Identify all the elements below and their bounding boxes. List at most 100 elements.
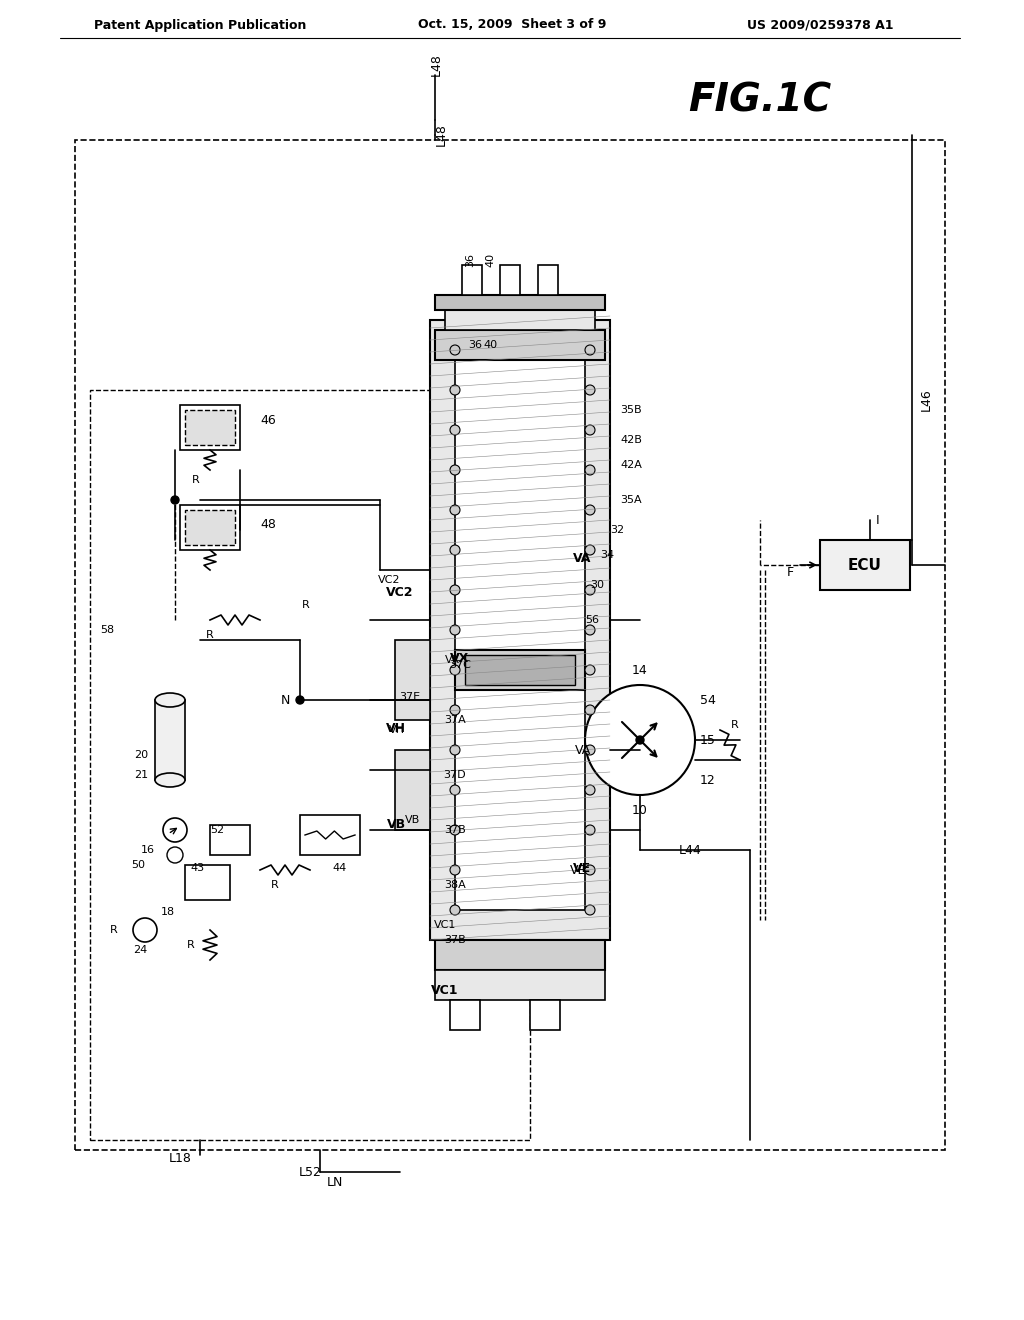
Circle shape <box>450 506 460 515</box>
Text: VC1: VC1 <box>431 983 459 997</box>
Text: 37B: 37B <box>444 825 466 836</box>
Bar <box>155 700 185 780</box>
Circle shape <box>585 385 595 395</box>
Circle shape <box>585 744 595 755</box>
Circle shape <box>585 865 595 875</box>
Text: VC2: VC2 <box>378 576 400 585</box>
Bar <box>180 405 240 450</box>
Text: 56: 56 <box>585 615 599 624</box>
Bar <box>465 655 575 685</box>
Circle shape <box>585 825 595 836</box>
Bar <box>185 510 234 545</box>
Text: ECU: ECU <box>848 557 882 573</box>
Text: 37A: 37A <box>444 715 466 725</box>
Text: VX: VX <box>445 655 460 665</box>
Text: 43: 43 <box>190 863 205 873</box>
Text: R: R <box>206 630 214 640</box>
Text: 40: 40 <box>483 341 497 350</box>
Bar <box>820 540 910 590</box>
Text: VC2: VC2 <box>385 586 413 598</box>
Text: I: I <box>877 513 880 527</box>
Text: L48: L48 <box>430 54 443 77</box>
Text: 54: 54 <box>700 693 716 706</box>
Circle shape <box>450 465 460 475</box>
Circle shape <box>585 545 595 554</box>
Text: R: R <box>302 601 310 610</box>
Text: 50: 50 <box>131 861 145 870</box>
Bar <box>500 265 520 294</box>
Ellipse shape <box>155 774 185 787</box>
Circle shape <box>450 585 460 595</box>
Bar <box>462 265 482 294</box>
Text: R: R <box>187 940 195 950</box>
Text: 37E: 37E <box>399 692 420 702</box>
Text: 46: 46 <box>260 413 275 426</box>
Text: R: R <box>731 719 739 730</box>
Circle shape <box>450 425 460 436</box>
Text: 36: 36 <box>465 253 475 267</box>
Text: R: R <box>193 475 200 484</box>
Circle shape <box>171 496 179 504</box>
Circle shape <box>585 785 595 795</box>
Text: VA: VA <box>573 552 592 565</box>
Text: VE: VE <box>573 862 591 874</box>
Circle shape <box>585 465 595 475</box>
Circle shape <box>450 545 460 554</box>
Bar <box>395 640 430 719</box>
Circle shape <box>450 744 460 755</box>
Bar <box>455 649 585 690</box>
Text: L48: L48 <box>435 124 449 147</box>
Circle shape <box>450 705 460 715</box>
Text: VB: VB <box>387 818 406 832</box>
Text: 16: 16 <box>141 845 155 855</box>
Text: 20: 20 <box>134 750 148 760</box>
Bar <box>185 411 234 445</box>
Text: US 2009/0259378 A1: US 2009/0259378 A1 <box>746 18 893 32</box>
Text: 58: 58 <box>100 624 114 635</box>
Text: 34: 34 <box>600 550 614 560</box>
Circle shape <box>450 906 460 915</box>
Text: VE: VE <box>570 863 587 876</box>
Ellipse shape <box>155 693 185 708</box>
Text: 52: 52 <box>210 825 224 836</box>
Circle shape <box>585 685 695 795</box>
Circle shape <box>585 624 595 635</box>
Bar <box>180 506 240 550</box>
Circle shape <box>167 847 183 863</box>
Bar <box>455 350 585 909</box>
Text: L52: L52 <box>299 1166 322 1179</box>
Circle shape <box>585 506 595 515</box>
Text: R: R <box>111 925 118 935</box>
Text: VB: VB <box>404 814 420 825</box>
Text: 14: 14 <box>632 664 648 676</box>
Bar <box>435 970 605 1001</box>
Text: VC1: VC1 <box>434 920 456 931</box>
Text: 18: 18 <box>161 907 175 917</box>
Bar <box>538 265 558 294</box>
Text: Oct. 15, 2009  Sheet 3 of 9: Oct. 15, 2009 Sheet 3 of 9 <box>418 18 606 32</box>
Text: 21: 21 <box>134 770 148 780</box>
Text: FIG.1C: FIG.1C <box>688 81 831 119</box>
Text: 30: 30 <box>590 579 604 590</box>
Bar <box>395 750 430 830</box>
Text: 38A: 38A <box>444 880 466 890</box>
Bar <box>530 1001 560 1030</box>
Circle shape <box>585 665 595 675</box>
Text: VA: VA <box>575 743 591 756</box>
Text: 36: 36 <box>468 341 482 350</box>
Bar <box>210 825 250 855</box>
Bar <box>430 319 610 940</box>
Circle shape <box>296 696 304 704</box>
Circle shape <box>585 585 595 595</box>
Circle shape <box>585 906 595 915</box>
Bar <box>435 294 605 310</box>
Text: VX: VX <box>450 652 469 664</box>
Text: L18: L18 <box>169 1151 191 1164</box>
Bar <box>450 1001 480 1030</box>
Text: L46: L46 <box>920 388 933 412</box>
Circle shape <box>585 705 595 715</box>
Text: L44: L44 <box>679 843 701 857</box>
Circle shape <box>636 737 644 744</box>
Text: 10: 10 <box>632 804 648 817</box>
Circle shape <box>133 917 157 942</box>
